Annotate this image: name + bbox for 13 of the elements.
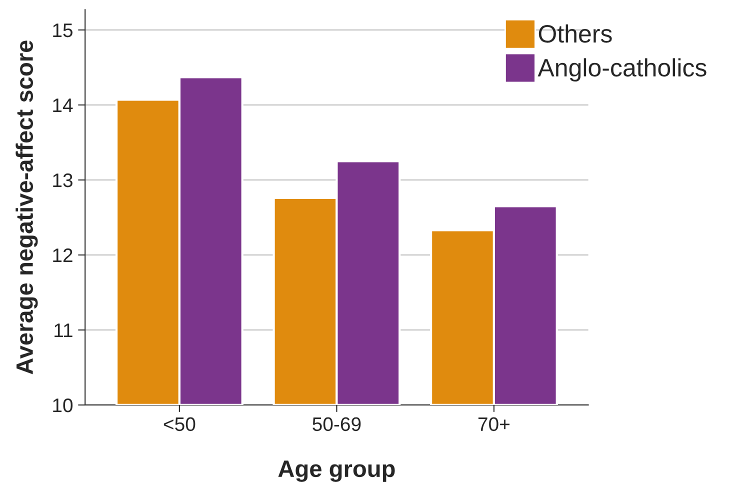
x-tick-label: 50-69 [312,417,361,432]
legend-label: Others [538,24,612,43]
y-tick-label: 13 [53,173,72,188]
x-tick-label: 70+ [478,417,510,432]
x-tick-label: <50 [164,417,196,432]
y-tick-label: 14 [53,98,73,112]
y-axis-title: Average negative-affect score [16,40,38,374]
y-tick-label: 12 [53,248,72,262]
y-tick-label: 15 [53,24,72,38]
y-tick-label: 11 [54,324,72,338]
x-axis-title: Age group [278,460,395,482]
legend-label: Anglo-catholics [538,58,706,82]
y-tick-label: 10 [53,398,73,412]
